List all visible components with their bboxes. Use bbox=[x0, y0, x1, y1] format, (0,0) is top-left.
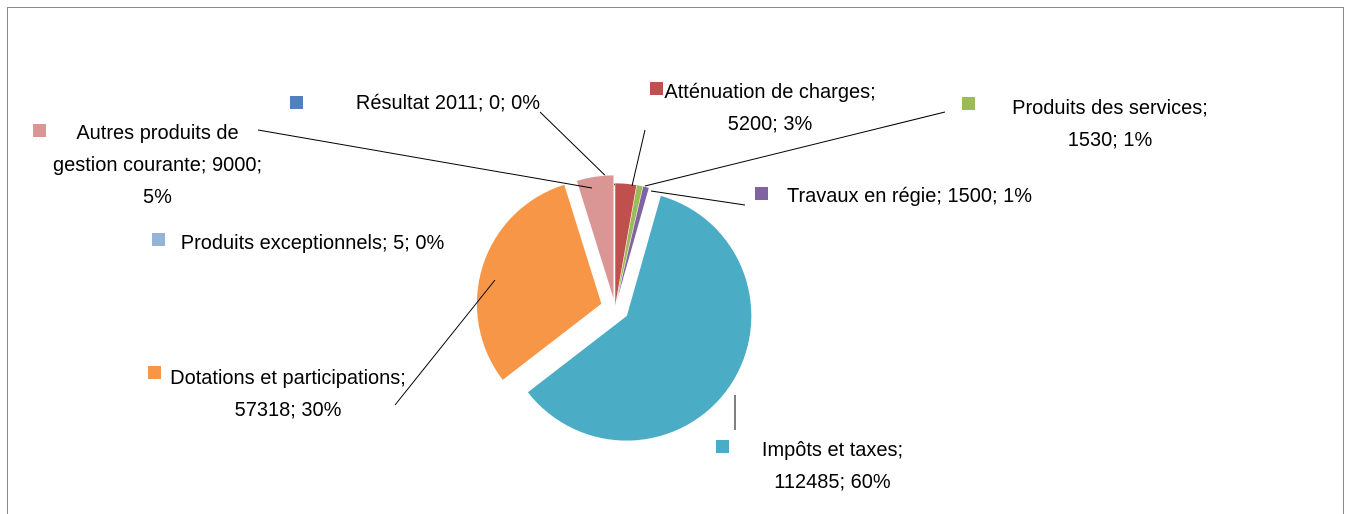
pie-slice bbox=[576, 174, 615, 301]
legend-swatch bbox=[152, 233, 165, 246]
legend-swatch bbox=[33, 124, 46, 137]
legend-swatch bbox=[650, 82, 663, 95]
legend-swatch bbox=[148, 366, 161, 379]
pie-slice bbox=[476, 184, 602, 381]
leader-line bbox=[539, 111, 617, 187]
legend-swatch bbox=[290, 96, 303, 109]
pie-slice bbox=[527, 195, 752, 442]
legend-swatch bbox=[755, 187, 768, 200]
pie-slice bbox=[614, 185, 650, 309]
chart-frame bbox=[7, 7, 1344, 514]
legend-swatch bbox=[716, 440, 729, 453]
pie-slice bbox=[577, 188, 616, 309]
data-label: Produits exceptionnels; 5; 0% bbox=[180, 232, 445, 254]
leader-line bbox=[394, 279, 496, 406]
leader-line bbox=[644, 111, 946, 187]
leader-line bbox=[631, 129, 646, 187]
legend-swatch bbox=[962, 97, 975, 110]
data-label: Résultat 2011; 0; 0% bbox=[355, 92, 541, 114]
leader-line bbox=[650, 190, 746, 206]
data-label: Dotations et participations; 57318; 30% bbox=[170, 367, 406, 421]
data-label: Atténuation de charges; 5200; 3% bbox=[664, 81, 876, 135]
data-label: Travaux en régie; 1500; 1% bbox=[787, 185, 1032, 207]
data-label: Impôts et taxes; 112485; 60% bbox=[761, 439, 904, 493]
data-label: Produits des services; 1530; 1% bbox=[1012, 97, 1208, 151]
data-label: Autres produits de gestion courante; 900… bbox=[52, 122, 263, 208]
leader-line bbox=[257, 129, 593, 189]
